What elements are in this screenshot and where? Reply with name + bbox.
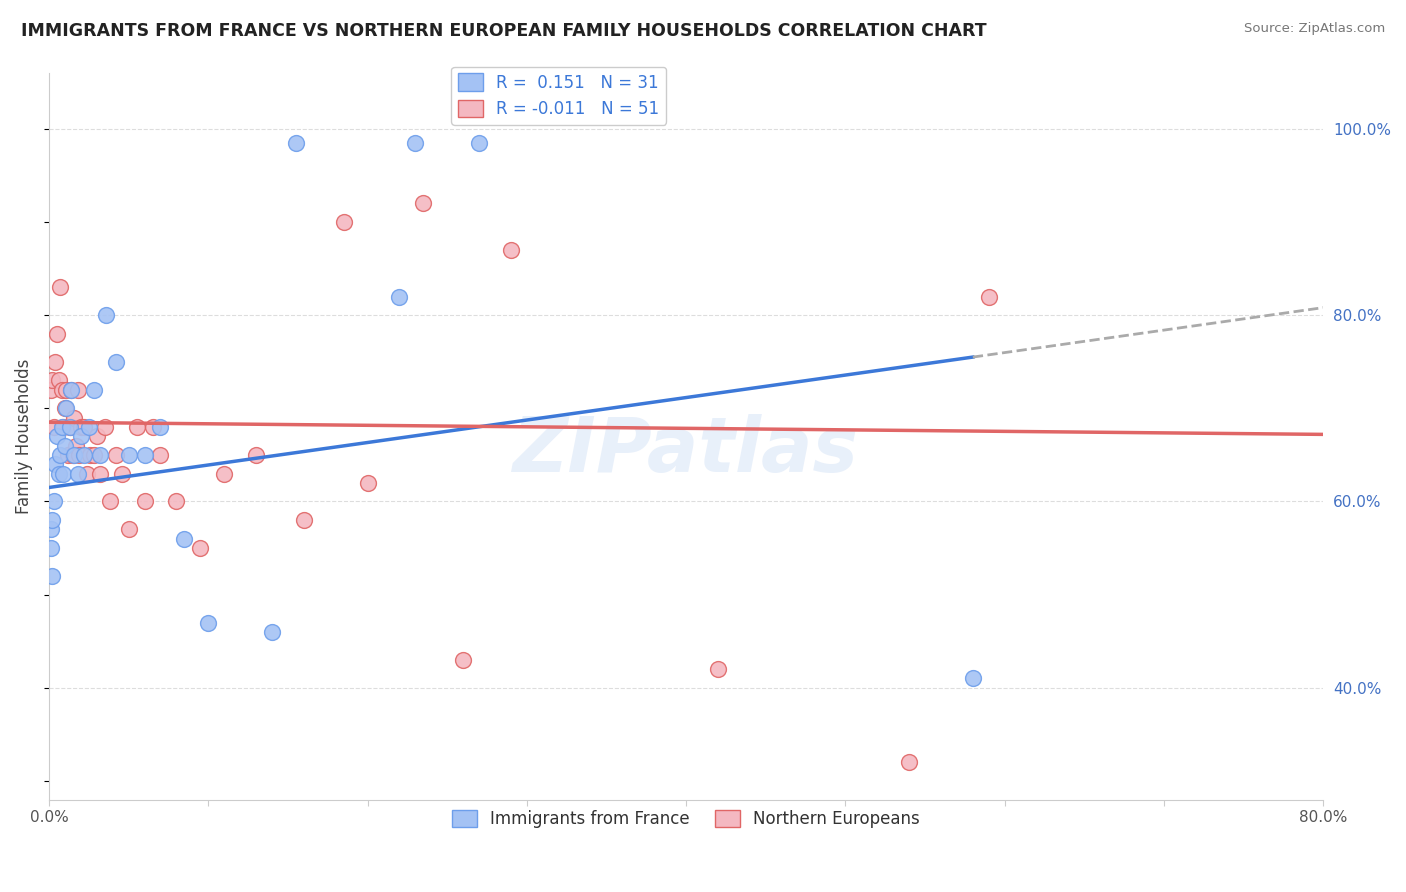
Point bbox=[67, 448, 90, 462]
Point bbox=[60, 383, 83, 397]
Point bbox=[69, 420, 91, 434]
Point bbox=[104, 355, 127, 369]
Point bbox=[412, 196, 434, 211]
Point bbox=[73, 420, 96, 434]
Point bbox=[48, 467, 70, 481]
Point bbox=[55, 401, 77, 416]
Point bbox=[45, 429, 67, 443]
Point bbox=[134, 448, 156, 462]
Point bbox=[59, 420, 82, 434]
Point bbox=[165, 494, 187, 508]
Point bbox=[52, 420, 75, 434]
Point bbox=[962, 672, 984, 686]
Point bbox=[41, 569, 63, 583]
Point bbox=[404, 136, 426, 150]
Point bbox=[45, 326, 67, 341]
Text: Source: ZipAtlas.com: Source: ZipAtlas.com bbox=[1244, 22, 1385, 36]
Point bbox=[332, 215, 354, 229]
Point bbox=[39, 541, 62, 555]
Point bbox=[89, 448, 111, 462]
Point bbox=[53, 439, 76, 453]
Point bbox=[451, 653, 474, 667]
Point bbox=[41, 373, 63, 387]
Point bbox=[42, 494, 65, 508]
Point bbox=[51, 383, 73, 397]
Point bbox=[98, 494, 121, 508]
Point bbox=[48, 373, 70, 387]
Point bbox=[76, 467, 98, 481]
Point bbox=[39, 522, 62, 536]
Point bbox=[51, 420, 73, 434]
Point bbox=[898, 756, 921, 770]
Point bbox=[89, 467, 111, 481]
Point bbox=[83, 448, 105, 462]
Point bbox=[284, 136, 307, 150]
Point bbox=[245, 448, 267, 462]
Text: IMMIGRANTS FROM FRANCE VS NORTHERN EUROPEAN FAMILY HOUSEHOLDS CORRELATION CHART: IMMIGRANTS FROM FRANCE VS NORTHERN EUROP… bbox=[21, 22, 987, 40]
Point bbox=[39, 383, 62, 397]
Point bbox=[77, 420, 100, 434]
Point bbox=[49, 448, 72, 462]
Point bbox=[212, 467, 235, 481]
Point bbox=[149, 448, 172, 462]
Point bbox=[66, 467, 89, 481]
Point bbox=[44, 355, 66, 369]
Point bbox=[292, 513, 315, 527]
Point bbox=[125, 420, 148, 434]
Point bbox=[356, 475, 378, 490]
Point bbox=[60, 383, 83, 397]
Point bbox=[52, 467, 75, 481]
Point bbox=[173, 532, 195, 546]
Y-axis label: Family Households: Family Households bbox=[15, 359, 32, 514]
Point bbox=[93, 420, 115, 434]
Point bbox=[53, 401, 76, 416]
Point bbox=[468, 136, 491, 150]
Point bbox=[65, 439, 87, 453]
Point bbox=[197, 615, 219, 630]
Point bbox=[86, 429, 108, 443]
Point bbox=[63, 448, 86, 462]
Point bbox=[55, 383, 77, 397]
Point bbox=[104, 448, 127, 462]
Point bbox=[96, 308, 118, 322]
Point bbox=[69, 429, 91, 443]
Point bbox=[59, 420, 82, 434]
Point bbox=[49, 280, 72, 294]
Point bbox=[388, 289, 411, 303]
Text: ZIPatlas: ZIPatlas bbox=[513, 414, 859, 488]
Point bbox=[141, 420, 163, 434]
Point bbox=[188, 541, 211, 555]
Point bbox=[977, 289, 1000, 303]
Point bbox=[62, 448, 84, 462]
Point bbox=[117, 448, 139, 462]
Point bbox=[73, 448, 96, 462]
Point bbox=[707, 662, 730, 676]
Point bbox=[134, 494, 156, 508]
Point bbox=[66, 383, 89, 397]
Point bbox=[260, 624, 283, 639]
Point bbox=[63, 410, 86, 425]
Point bbox=[149, 420, 172, 434]
Point bbox=[117, 522, 139, 536]
Point bbox=[79, 448, 101, 462]
Point bbox=[499, 243, 522, 257]
Point bbox=[56, 448, 79, 462]
Point bbox=[41, 513, 63, 527]
Point bbox=[83, 383, 105, 397]
Point bbox=[111, 467, 134, 481]
Legend: Immigrants from France, Northern Europeans: Immigrants from France, Northern Europea… bbox=[446, 804, 927, 835]
Point bbox=[42, 420, 65, 434]
Point bbox=[44, 457, 66, 471]
